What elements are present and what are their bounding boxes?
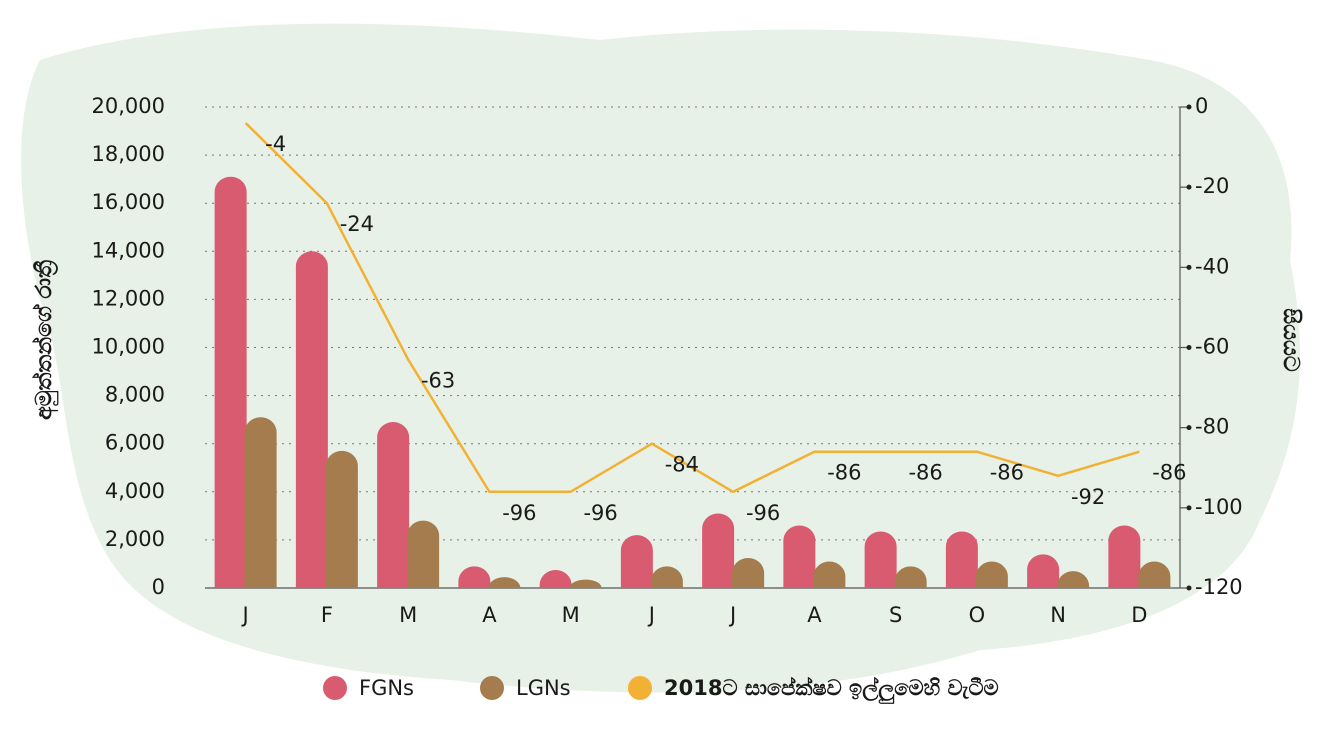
- legend-swatch: [323, 676, 347, 700]
- y2-tick-label: -120: [1195, 575, 1243, 599]
- x-tick-label: O: [969, 603, 986, 627]
- bar: [295, 251, 328, 588]
- x-tick-label: J: [647, 603, 655, 627]
- bar: [407, 520, 440, 588]
- y-tick-label: 0: [152, 575, 165, 599]
- bar: [945, 531, 978, 588]
- y2-tick-dot: [1186, 505, 1192, 511]
- y-tick-label: 16,000: [92, 190, 165, 214]
- y2-tick-dot: [1186, 425, 1192, 431]
- y2-tick-label: 0: [1195, 94, 1208, 118]
- y2-tick-label: -80: [1195, 415, 1229, 439]
- y-axis-title: අමුත්තන්ගේ රාත්‍රී: [31, 260, 59, 420]
- bar: [244, 417, 277, 588]
- bar: [620, 535, 653, 588]
- x-tick-label: J: [241, 603, 249, 627]
- data-label: -24: [340, 212, 374, 236]
- x-tick-label: J: [728, 603, 736, 627]
- bar: [783, 525, 816, 588]
- data-label: -63: [421, 369, 455, 393]
- y-tick-label: 12,000: [92, 286, 165, 310]
- x-tick-label: A: [482, 603, 497, 627]
- bar: [325, 450, 358, 588]
- y2-tick-dot: [1186, 345, 1192, 350]
- legend-label: 2018ට සාපේක්ෂව ඉල්ලුමෙහි වැටීම: [664, 676, 999, 705]
- bar: [702, 513, 735, 588]
- y-tick-label: 20,000: [92, 94, 165, 118]
- data-label: -96: [583, 501, 617, 525]
- y2-tick-label: -100: [1195, 495, 1243, 519]
- x-tick-label: M: [562, 603, 580, 627]
- y2-tick-dot: [1186, 585, 1192, 591]
- bar: [1027, 554, 1060, 588]
- bar: [1108, 525, 1141, 588]
- x-tick-label: N: [1050, 603, 1066, 627]
- bar: [864, 531, 897, 588]
- data-label: -84: [665, 453, 699, 477]
- bar: [813, 561, 846, 588]
- data-label: -96: [746, 501, 780, 525]
- y-tick-label: 14,000: [92, 238, 165, 262]
- bar: [539, 569, 572, 588]
- legend-label: FGNs: [359, 676, 414, 700]
- y2-tick-label: -60: [1195, 335, 1229, 359]
- y2-tick-label: -40: [1195, 254, 1229, 278]
- line: [244, 122, 1140, 494]
- data-label: -86: [827, 461, 861, 485]
- y-tick-label: 4,000: [105, 479, 165, 503]
- x-tick-label: M: [399, 603, 417, 627]
- y2-tick-dot: [1186, 104, 1192, 110]
- x-tick-label: D: [1131, 603, 1147, 627]
- y2-tick-label: -20: [1195, 174, 1229, 198]
- bar: [975, 561, 1008, 588]
- bar: [894, 566, 927, 588]
- y2-axis-title: සියයට: [1278, 308, 1303, 371]
- legend-swatch: [628, 676, 652, 700]
- data-label: -86: [990, 461, 1024, 485]
- data-label: -86: [908, 461, 942, 485]
- y2-tick-dot: [1186, 264, 1192, 270]
- x-tick-label: S: [889, 603, 902, 627]
- bar: [1057, 571, 1090, 588]
- y-tick-label: 6,000: [105, 431, 165, 455]
- bar: [732, 557, 765, 588]
- bar: [377, 422, 410, 588]
- background-wash: [21, 23, 1301, 693]
- y-tick-label: 2,000: [105, 527, 165, 551]
- bar: [214, 176, 247, 588]
- bar: [488, 577, 521, 588]
- y-tick-label: 8,000: [105, 383, 165, 407]
- x-tick-label: F: [321, 603, 333, 627]
- bar: [569, 579, 602, 588]
- data-label: -92: [1071, 485, 1105, 509]
- bar: [1138, 561, 1171, 588]
- legend-label: LGNs: [516, 676, 571, 700]
- legend-swatch: [480, 676, 504, 700]
- bar: [458, 566, 491, 588]
- data-label: -4: [265, 132, 286, 156]
- x-tick-label: A: [807, 603, 822, 627]
- data-label: -96: [502, 501, 536, 525]
- y-tick-label: 10,000: [92, 335, 165, 359]
- bar: [650, 566, 683, 588]
- y2-tick-dot: [1186, 184, 1192, 190]
- data-label: -86: [1152, 461, 1186, 485]
- y-tick-label: 18,000: [92, 142, 165, 166]
